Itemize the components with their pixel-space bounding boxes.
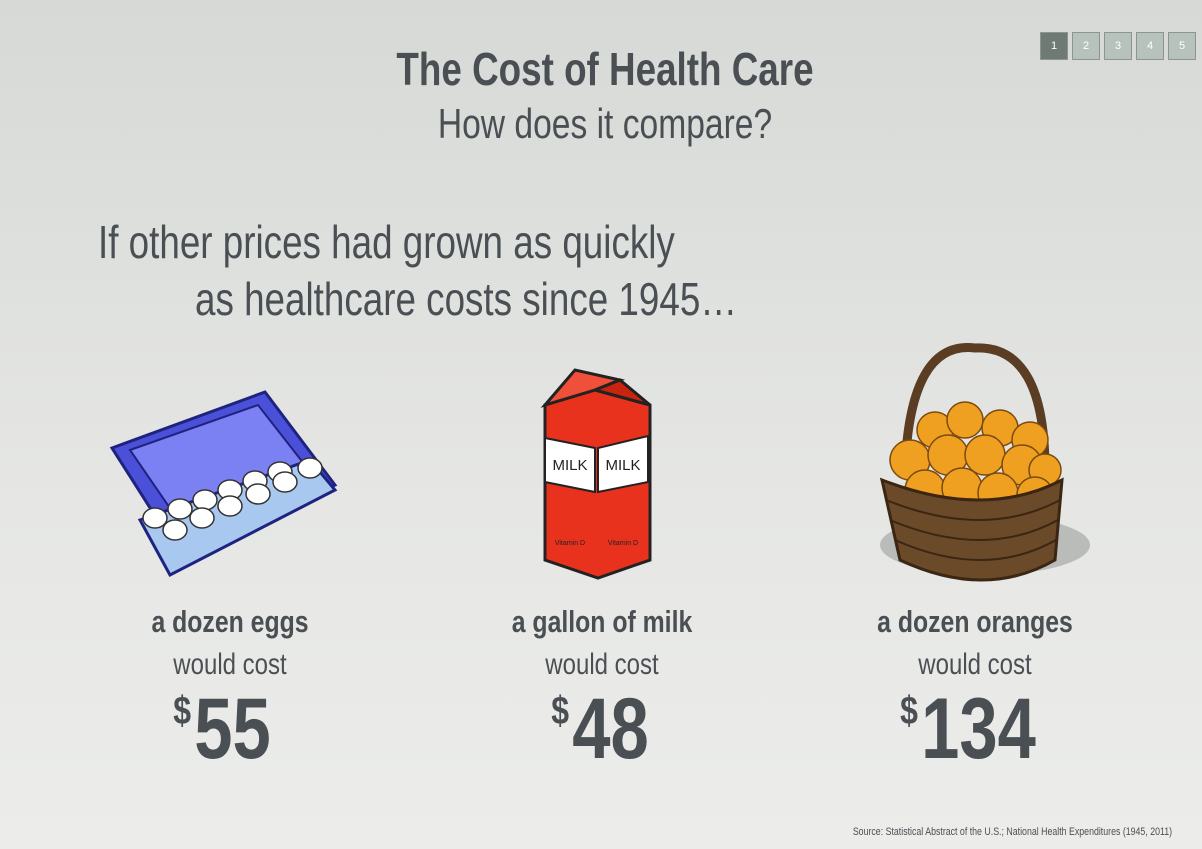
page-button[interactable]: 1 xyxy=(1040,32,1068,60)
egg-carton xyxy=(109,390,338,578)
item-note: would cost xyxy=(173,648,287,681)
page-button[interactable]: 5 xyxy=(1168,32,1196,60)
source-note: Source: Statistical Abstract of the U.S.… xyxy=(852,826,1172,838)
carton-label: MILK xyxy=(552,457,587,474)
currency: $ xyxy=(551,689,570,733)
carton-sublabel: Vitamin D xyxy=(608,540,638,547)
pager: 1 2 3 4 5 xyxy=(1040,32,1196,60)
amount: 48 xyxy=(572,681,649,777)
item-name: a dozen eggs xyxy=(151,604,309,639)
carton-label: MILK xyxy=(605,457,640,474)
item-price: $134 xyxy=(900,680,1036,779)
item-price: $48 xyxy=(551,680,649,779)
currency: $ xyxy=(900,689,918,733)
page-button[interactable]: 4 xyxy=(1136,32,1164,60)
milk-carton: MILK MILK Vitamin D Vitamin D xyxy=(540,368,652,580)
item-note: would cost xyxy=(545,648,659,681)
item-name: a gallon of milk xyxy=(511,604,693,639)
item-price: $55 xyxy=(173,680,271,779)
amount: 55 xyxy=(194,681,271,777)
page-button[interactable]: 2 xyxy=(1072,32,1100,60)
currency: $ xyxy=(173,689,192,733)
subtitle: How does it compare? xyxy=(437,100,773,147)
item-name: a dozen oranges xyxy=(877,604,1073,639)
page-button[interactable]: 3 xyxy=(1104,32,1132,60)
amount: 134 xyxy=(921,681,1036,777)
item-note: would cost xyxy=(918,648,1032,681)
orange-basket xyxy=(879,343,1090,582)
title: The Cost of Health Care xyxy=(396,43,814,95)
lead-line: If other prices had grown as quickly xyxy=(98,216,675,268)
lead-line: as healthcare costs since 1945… xyxy=(195,273,738,325)
carton-sublabel: Vitamin D xyxy=(555,540,585,547)
